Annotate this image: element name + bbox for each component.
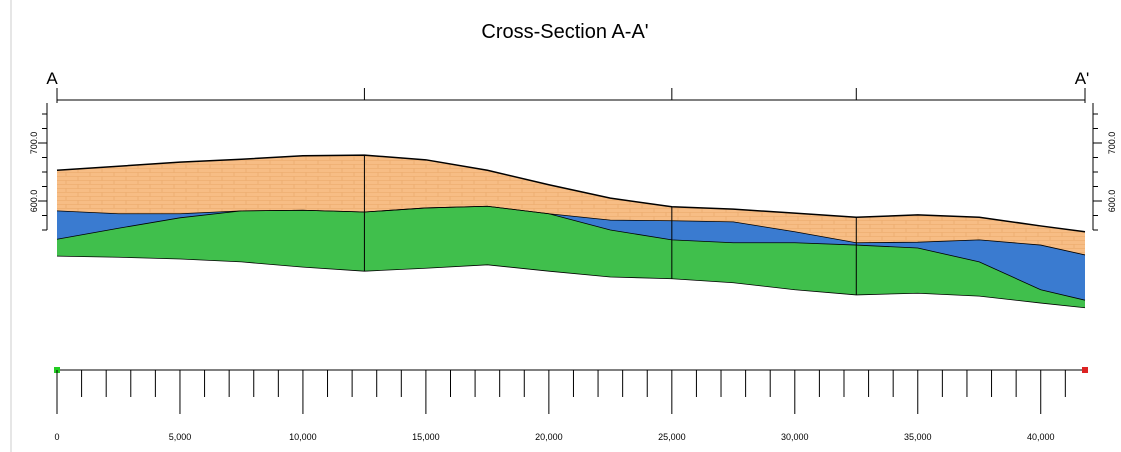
end-label: A' xyxy=(1075,69,1090,88)
x-tick-label: 35,000 xyxy=(904,432,932,442)
y-tick-label: 700.0 xyxy=(29,132,39,155)
x-tick-label: 30,000 xyxy=(781,432,809,442)
chart-title: Cross-Section A-A' xyxy=(481,21,648,43)
x-tick-label: 20,000 xyxy=(535,432,563,442)
y-tick-label: 600.0 xyxy=(29,190,39,213)
x-tick-label: 25,000 xyxy=(658,432,686,442)
x-tick-label: 40,000 xyxy=(1027,432,1055,442)
y-tick-label: 700.0 xyxy=(1107,132,1117,155)
y-tick-label: 600.0 xyxy=(1107,190,1117,213)
x-tick-label: 0 xyxy=(54,432,59,442)
x-tick-label: 5,000 xyxy=(169,432,192,442)
chart: Cross-Section A-A' A A' 700.0 700.0 600.0 6… xyxy=(0,0,1121,452)
start-label: A xyxy=(46,69,58,88)
x-tick-label: 15,000 xyxy=(412,432,440,442)
end-marker xyxy=(1082,367,1088,373)
x-tick-label: 10,000 xyxy=(289,432,317,442)
